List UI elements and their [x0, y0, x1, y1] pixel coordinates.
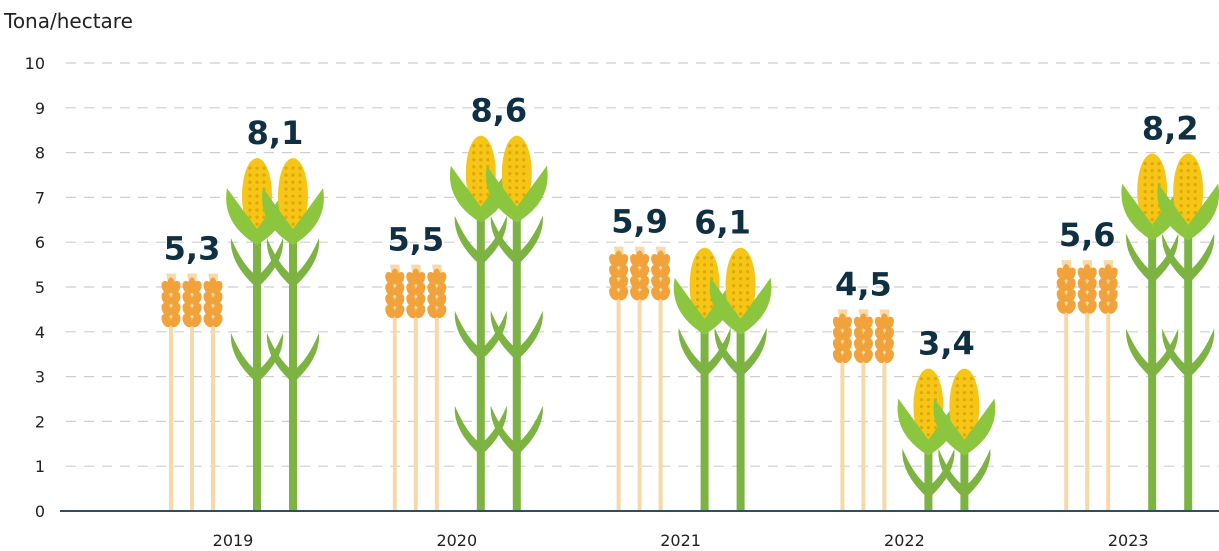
x-tick-label: 2021 [660, 531, 701, 550]
corn-icon [673, 247, 772, 511]
wheat-icon [609, 246, 671, 511]
y-tick-label: 10 [25, 54, 45, 73]
y-tick-label: 0 [35, 502, 45, 521]
corn-icon [1121, 153, 1219, 511]
y-tick-label: 2 [35, 412, 45, 431]
x-tick-labels: 2019 2020 2021 2022 2023 [213, 531, 1149, 550]
corn-icon [449, 135, 548, 511]
wheat-icon [385, 264, 447, 511]
corn-value-label: 8,1 [247, 114, 304, 152]
gridlines [66, 62, 1219, 467]
chart-marks: 5,3 8,1 5,5 8,6 5,9 6,1 4,5 3,4 5,6 8,2 [161, 92, 1219, 511]
y-axis-label: Tona/hectare [3, 9, 133, 33]
wheat-icon [161, 273, 223, 511]
x-tick-label: 2019 [213, 531, 254, 550]
y-tick-labels: 0 1 2 3 4 5 6 7 8 9 10 [25, 54, 45, 521]
y-tick-label: 7 [35, 188, 45, 207]
y-tick-label: 5 [35, 278, 45, 297]
corn-value-label: 8,2 [1142, 110, 1199, 148]
wheat-value-label: 5,5 [387, 221, 444, 259]
wheat-icon [832, 309, 894, 511]
y-tick-label: 1 [35, 457, 45, 476]
corn-value-label: 3,4 [918, 325, 975, 363]
x-tick-label: 2020 [436, 531, 477, 550]
wheat-value-label: 5,6 [1059, 216, 1116, 254]
wheat-icon [1056, 259, 1118, 511]
y-tick-label: 3 [35, 368, 45, 387]
wheat-value-label: 4,5 [835, 265, 892, 303]
y-tick-label: 8 [35, 144, 45, 163]
corn-icon [897, 368, 996, 511]
corn-value-label: 8,6 [470, 92, 527, 130]
corn-value-label: 6,1 [694, 204, 751, 242]
wheat-value-label: 5,3 [164, 230, 221, 268]
wheat-value-label: 5,9 [611, 203, 668, 241]
corn-icon [226, 158, 324, 511]
y-tick-label: 4 [35, 323, 45, 342]
x-tick-label: 2022 [884, 531, 925, 550]
x-tick-label: 2023 [1108, 531, 1149, 550]
y-tick-label: 6 [35, 233, 45, 252]
y-tick-label: 9 [35, 99, 45, 118]
